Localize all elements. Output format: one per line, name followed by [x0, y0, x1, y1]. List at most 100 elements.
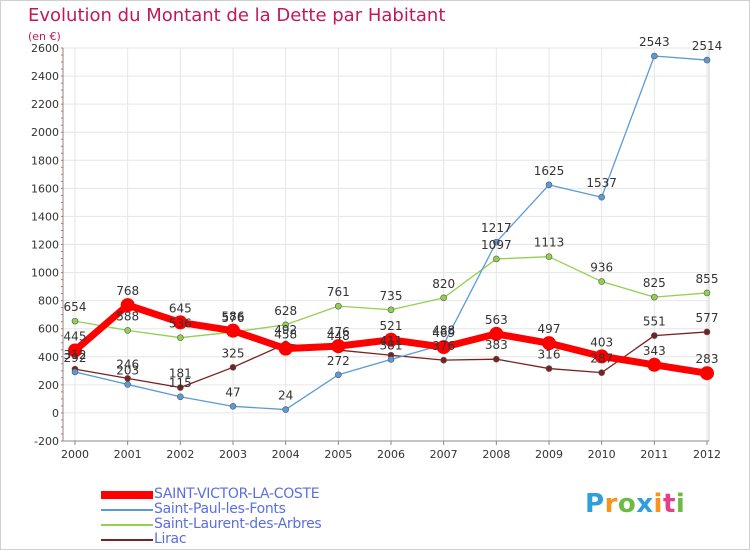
- labels-series-3: 312 246 181 325 492 448 411 376 383 316 287 551 577: [64, 311, 719, 381]
- data-label: 203: [116, 363, 139, 377]
- y-tick-label: 0: [52, 407, 59, 420]
- logo-letter: i: [675, 489, 686, 519]
- data-label: 448: [327, 329, 350, 343]
- data-label: 588: [116, 309, 139, 323]
- unit-label: (en €): [28, 30, 61, 43]
- data-label: 2514: [692, 39, 723, 53]
- data-point: [493, 255, 500, 263]
- data-point: [282, 321, 289, 329]
- data-label: 654: [64, 300, 87, 314]
- logo-letter: o: [617, 489, 637, 519]
- x-tick-label: 2012: [693, 448, 721, 461]
- data-label: 469: [432, 326, 455, 340]
- data-label: 283: [696, 352, 719, 366]
- data-label: 381: [380, 338, 403, 352]
- data-label: 855: [696, 272, 719, 286]
- data-label: 645: [169, 301, 192, 315]
- data-point: [647, 357, 662, 372]
- x-tick-label: 2004: [272, 448, 300, 461]
- x-tick-label: 2011: [640, 448, 668, 461]
- y-tick-label: 2000: [31, 126, 59, 139]
- legend-item: SAINT-VICTOR-LA-COSTE: [101, 486, 401, 502]
- data-label: 411: [380, 334, 403, 348]
- data-label: 115: [169, 376, 192, 390]
- data-label: 521: [380, 319, 403, 333]
- data-label: 383: [485, 338, 508, 352]
- y-tick-label: 400: [38, 351, 59, 364]
- data-label: 343: [643, 344, 666, 358]
- x-tick-label: 2010: [588, 448, 616, 461]
- data-label: 2543: [639, 35, 670, 49]
- data-point: [124, 381, 131, 388]
- data-point: [493, 238, 500, 246]
- legend-swatch: [101, 524, 153, 526]
- data-label: 577: [696, 311, 719, 325]
- y-tick-label: 1200: [31, 239, 59, 252]
- x-tick-label: 2006: [377, 448, 405, 461]
- axes: [61, 47, 709, 445]
- logo-letter: t: [662, 489, 676, 519]
- data-label: 820: [432, 277, 455, 291]
- data-label: 292: [64, 351, 87, 365]
- data-point: [703, 328, 711, 336]
- y-tick-labels: -200 0 200 400 600 800 1000 1200 1400 1600 1800 200…: [31, 42, 59, 448]
- data-label: 181: [169, 367, 192, 381]
- legend-label: Saint-Paul-les-Fonts: [154, 501, 286, 517]
- data-point: [651, 293, 658, 301]
- data-point: [703, 56, 711, 64]
- legend-label: SAINT-VICTOR-LA-COSTE: [154, 486, 320, 502]
- logo-letter: P: [585, 489, 605, 519]
- proxiti-logo: Proxiti: [585, 489, 685, 519]
- y-tick-label: 1400: [31, 210, 59, 223]
- labels-series-2: 654 588 536 576 628 761 735 820 1097 1113 936 825 85…: [64, 236, 719, 331]
- data-label: 24: [278, 389, 293, 403]
- data-label: 445: [64, 329, 87, 343]
- y-tick-label: -200: [34, 435, 59, 448]
- data-label: 1625: [534, 164, 565, 178]
- data-label: 536: [169, 317, 192, 331]
- data-label: 376: [432, 339, 455, 353]
- data-label: 272: [327, 354, 350, 368]
- data-point: [173, 315, 188, 330]
- line-chart: -200 0 200 400 600 800 1000 1200 1400 1600 1800 200…: [31, 35, 723, 461]
- data-point: [598, 278, 605, 285]
- data-point: [598, 193, 605, 201]
- y-tick-label: 1800: [31, 154, 59, 167]
- data-point: [651, 52, 658, 60]
- y-tick-label: 2200: [31, 98, 59, 111]
- data-label: 325: [222, 346, 245, 360]
- legend-swatch: [101, 509, 153, 511]
- data-point: [177, 393, 184, 401]
- labels-series-1: 292 203 115 47 24 272 381 488 1217 1625 1537 2543 25…: [64, 35, 723, 403]
- data-label: 316: [538, 348, 561, 362]
- legend: SAINT-VICTOR-LA-COSTE Saint-Paul-les-Font…: [101, 486, 401, 547]
- data-label: 488: [432, 323, 455, 337]
- x-tick-label: 2005: [324, 448, 352, 461]
- data-label: 47: [225, 385, 240, 399]
- data-label: 287: [590, 352, 613, 366]
- data-label: 551: [643, 315, 666, 329]
- data-point: [545, 253, 553, 261]
- data-point: [436, 340, 451, 355]
- data-point: [120, 298, 135, 313]
- y-tick-label: 2400: [31, 70, 59, 83]
- data-label: 1537: [586, 176, 617, 190]
- series-1: [71, 52, 711, 413]
- data-point: [489, 326, 504, 341]
- data-point: [542, 336, 556, 351]
- data-point: [177, 384, 184, 391]
- y-tick-label: 1000: [31, 267, 59, 280]
- data-point: [598, 369, 605, 376]
- data-label: 497: [538, 322, 561, 336]
- data-point: [335, 371, 342, 379]
- data-label: 586: [222, 310, 245, 324]
- data-label: 563: [485, 313, 508, 327]
- y-tick-label: 1600: [31, 182, 59, 195]
- data-point: [282, 406, 289, 413]
- data-point: [335, 302, 342, 310]
- data-label: 576: [222, 311, 245, 325]
- chart-title: Evolution du Montant de la Dette par Hab…: [28, 5, 446, 26]
- data-point: [124, 327, 131, 334]
- x-tick-label: 2008: [482, 448, 510, 461]
